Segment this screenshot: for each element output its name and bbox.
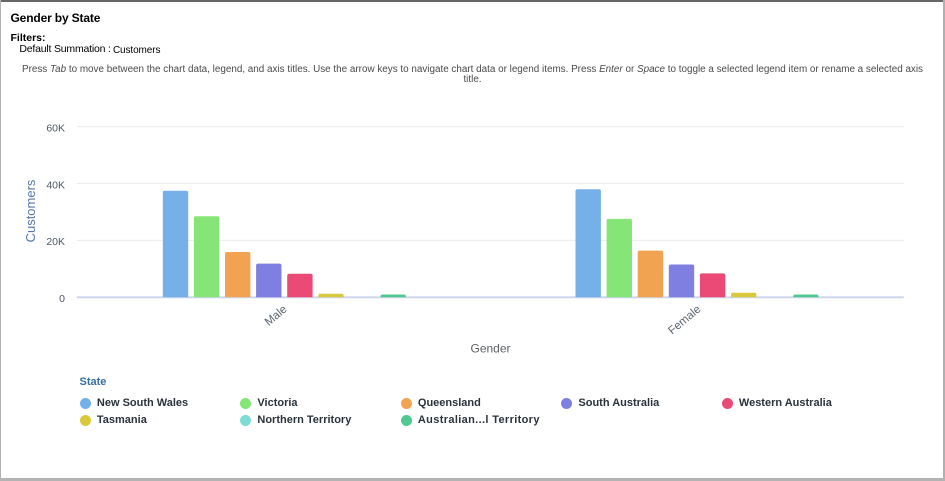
svg-text:Gender: Gender [470,342,510,356]
svg-text:60K: 60K [46,123,65,135]
svg-text:Customers: Customers [23,179,38,242]
svg-text:Female: Female [666,303,703,337]
svg-text:Male: Male [263,303,290,328]
svg-text:0: 0 [59,293,65,305]
svg-text:20K: 20K [46,236,65,248]
svg-text:40K: 40K [46,179,65,191]
